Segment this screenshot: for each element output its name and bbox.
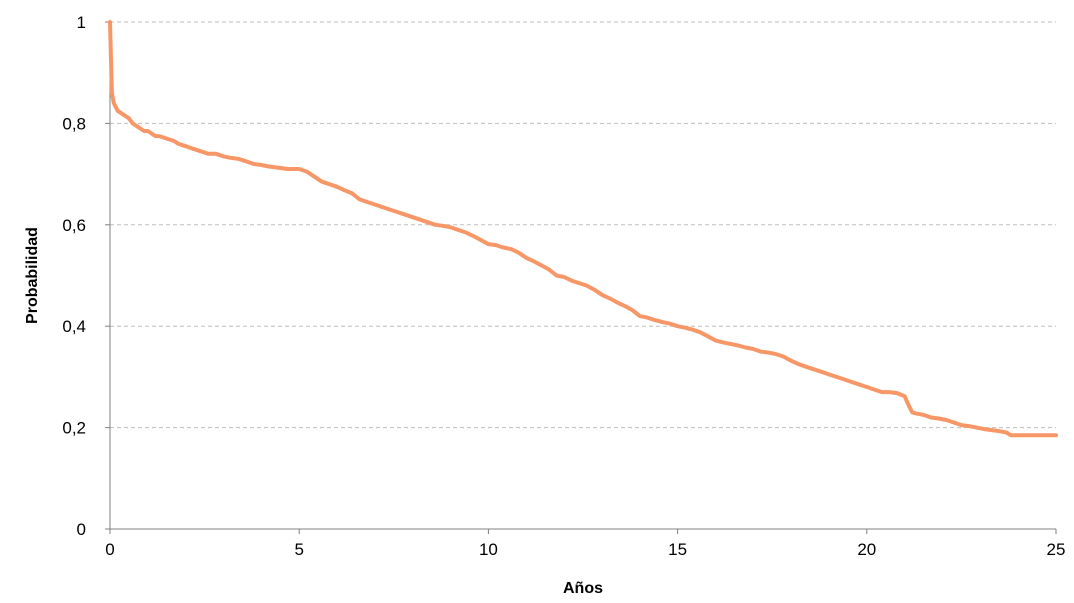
y-axis-title: Probabilidad xyxy=(24,227,41,324)
x-tick-label-1: 5 xyxy=(294,540,303,559)
x-tick-labels: 0 5 10 15 20 25 xyxy=(105,529,1065,559)
y-tick-label-4: 0,8 xyxy=(62,114,86,133)
y-tick-label-1: 0,2 xyxy=(62,419,86,438)
y-tick-label-3: 0,6 xyxy=(62,216,86,235)
y-tick-label-5: 1 xyxy=(77,13,86,32)
y-tick-label-0: 0 xyxy=(77,520,86,539)
gridlines xyxy=(110,21,1056,429)
x-axis-title: Años xyxy=(563,580,603,597)
x-tick-label-5: 25 xyxy=(1047,540,1066,559)
x-tick-label-3: 15 xyxy=(668,540,687,559)
series-layer xyxy=(108,20,1058,438)
y-tick-label-2: 0,4 xyxy=(62,317,86,336)
x-tick-label-2: 10 xyxy=(479,540,498,559)
y-tick-labels: 0 0,2 0,4 0,6 0,8 1 xyxy=(62,13,110,539)
x-tick-label-4: 20 xyxy=(857,540,876,559)
survival-curve-line-0 xyxy=(108,20,1058,438)
axes xyxy=(109,22,1056,530)
x-tick-label-0: 0 xyxy=(105,540,114,559)
